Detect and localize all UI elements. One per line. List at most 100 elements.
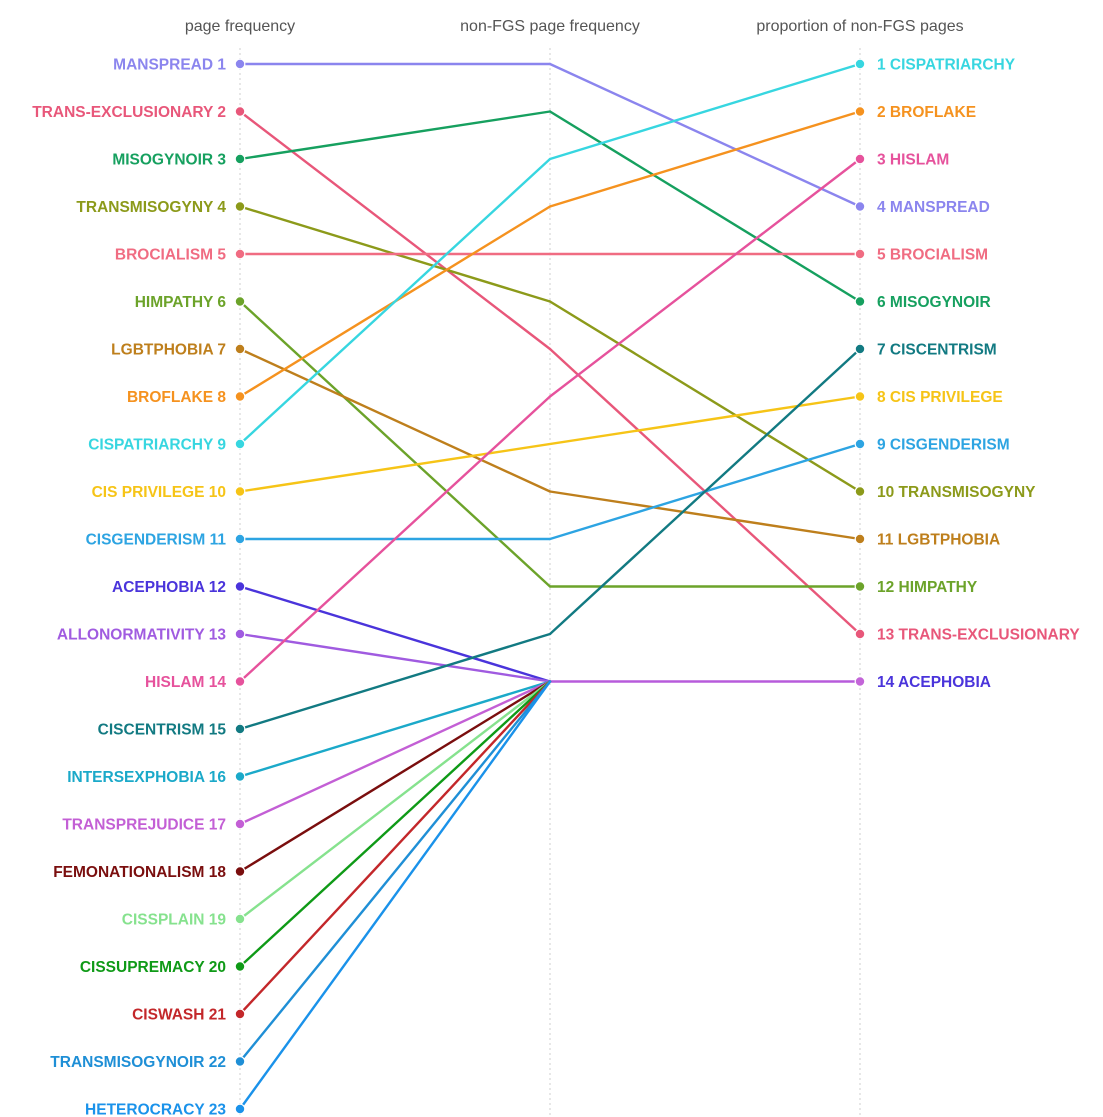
right-dot-brocialism	[854, 248, 866, 260]
series-line-manspread-segment-2	[548, 62, 862, 208]
left-dot-acephobia	[234, 581, 246, 592]
left-dot-trans-exclusionary	[234, 106, 246, 117]
rank-dots	[234, 58, 866, 1115]
left-label-brocialism: BROCIALISM 5	[115, 247, 226, 264]
right-label-trans-exclusionary: 13 TRANS-EXCLUSIONARY	[877, 627, 1080, 644]
left-label-manspread: MANSPREAD 1	[113, 57, 226, 74]
left-label-trans-exclusionary: TRANS-EXCLUSIONARY 2	[32, 104, 226, 121]
right-label-lgbtphobia: 11 LGBTPHOBIA	[877, 532, 1000, 549]
left-label-cis-privilege: CIS PRIVILEGE 10	[92, 484, 226, 501]
right-dot-ciscentrism	[854, 343, 866, 355]
column-header-3: proportion of non-FGS pages	[756, 18, 963, 35]
left-dot-cis-privilege	[234, 486, 246, 497]
series-line-heterocracy-segment-1	[238, 680, 552, 1111]
series-line-cissplain-segment-1	[238, 680, 552, 921]
left-dot-cissupremacy	[234, 961, 246, 972]
left-label-acephobia: ACEPHOBIA 12	[112, 579, 226, 596]
series-line-transprejudice-segment-1	[238, 680, 552, 826]
right-label-hislam: 3 HISLAM	[877, 152, 949, 169]
series-line-allonormativity-segment-1	[238, 632, 552, 683]
right-label-ciscentrism: 7 CISCENTRISM	[877, 342, 997, 359]
right-dot-cis-privilege	[854, 391, 866, 402]
right-dot-acephobia	[854, 676, 866, 687]
left-label-ciswash: CISWASH 21	[132, 1007, 226, 1024]
series-line-cissupremacy-segment-1	[238, 680, 552, 968]
left-dot-intersexphobia	[234, 771, 246, 782]
series-line-hislam-segment-2	[548, 157, 862, 398]
right-dot-hislam	[854, 153, 866, 165]
column-gridlines	[239, 48, 861, 1117]
left-label-hislam: HISLAM 14	[145, 674, 226, 691]
series-line-cispatriarchy-segment-1	[238, 157, 552, 446]
series-line-trans-exclusionary-segment-1	[238, 110, 552, 351]
series-line-cis-privilege	[238, 395, 862, 493]
left-dot-hislam	[234, 676, 246, 687]
series-line-transmisogynoir-segment-1	[238, 680, 552, 1063]
left-label-broflake: BROFLAKE 8	[127, 389, 226, 406]
left-dot-broflake	[234, 391, 246, 402]
left-label-transprejudice: TRANSPREJUDICE 17	[62, 817, 226, 834]
series-line-ciswash-segment-1	[238, 680, 552, 1016]
column-headers: page frequency non-FGS page frequency prop…	[185, 18, 964, 35]
right-dot-trans-exclusionary	[854, 628, 866, 640]
rank-labels: MANSPREAD 1 TRANS-EXCLUSIONARY 2 MISOGYNOI…	[32, 57, 1080, 1117]
left-label-cisgenderism: CISGENDERISM 11	[86, 532, 227, 549]
right-dot-transmisogyny	[854, 486, 866, 497]
left-label-femonationalism: FEMONATIONALISM 18	[53, 864, 226, 881]
left-label-ciscentrism: CISCENTRISM 15	[98, 722, 227, 739]
left-dot-cispatriarchy	[234, 438, 246, 450]
right-label-broflake: 2 BROFLAKE	[877, 104, 976, 121]
left-dot-ciswash	[234, 1008, 246, 1020]
series-line-broflake-segment-2	[548, 110, 862, 208]
left-label-cispatriarchy: CISPATRIARCHY 9	[88, 437, 226, 454]
left-label-himpathy: HIMPATHY 6	[135, 294, 227, 311]
left-dot-brocialism	[234, 248, 246, 260]
rank-lines	[238, 62, 862, 1111]
left-label-lgbtphobia: LGBTPHOBIA 7	[111, 342, 226, 359]
left-dot-manspread	[234, 58, 246, 70]
left-label-cissupremacy: CISSUPREMACY 20	[80, 959, 226, 976]
right-label-himpathy: 12 HIMPATHY	[877, 579, 978, 596]
series-line-lgbtphobia-segment-2	[548, 490, 862, 541]
series-line-lgbtphobia-segment-1	[238, 347, 552, 493]
right-label-acephobia: 14 ACEPHOBIA	[877, 674, 991, 691]
left-dot-heterocracy	[234, 1103, 246, 1115]
series-line-ciscentrism-segment-1	[238, 632, 552, 731]
left-dot-misogynoir	[234, 153, 246, 165]
left-label-misogynoir: MISOGYNOIR 3	[112, 152, 226, 169]
left-dot-lgbtphobia	[234, 343, 246, 355]
left-label-intersexphobia: INTERSEXPHOBIA 16	[67, 769, 226, 786]
right-dot-misogynoir	[854, 296, 866, 307]
series-line-transmisogyny-segment-2	[548, 300, 862, 493]
right-dot-broflake	[854, 106, 866, 117]
right-dot-lgbtphobia	[854, 533, 866, 545]
right-label-brocialism: 5 BROCIALISM	[877, 247, 988, 264]
right-label-misogynoir: 6 MISOGYNOIR	[877, 294, 991, 311]
left-dot-transprejudice	[234, 818, 246, 830]
left-dot-allonormativity	[234, 628, 246, 640]
left-label-transmisogynoir: TRANSMISOGYNOIR 22	[50, 1054, 226, 1071]
right-dot-manspread	[854, 201, 866, 212]
right-label-manspread: 4 MANSPREAD	[877, 199, 990, 216]
left-label-heterocracy: HETEROCRACY 23	[85, 1102, 226, 1117]
series-line-misogynoir-segment-1	[238, 110, 552, 161]
right-label-cisgenderism: 9 CISGENDERISM	[877, 437, 1010, 454]
series-line-acephobia-segment-1	[238, 585, 552, 683]
series-line-himpathy-segment-1	[238, 300, 552, 588]
right-dot-himpathy	[854, 581, 866, 592]
left-dot-transmisogynoir	[234, 1056, 246, 1067]
left-label-transmisogyny: TRANSMISOGYNY 4	[76, 199, 226, 216]
left-dot-himpathy	[234, 296, 246, 307]
column-header-2: non-FGS page frequency	[460, 18, 640, 35]
left-label-cissplain: CISSPLAIN 19	[122, 912, 227, 929]
series-line-cispatriarchy-segment-2	[548, 62, 862, 161]
left-label-allonormativity: ALLONORMATIVITY 13	[57, 627, 226, 644]
left-dot-ciscentrism	[234, 723, 246, 735]
right-label-cis-privilege: 8 CIS PRIVILEGE	[877, 389, 1003, 406]
series-line-misogynoir-segment-2	[548, 110, 862, 303]
right-dot-cispatriarchy	[854, 58, 866, 70]
left-dot-femonationalism	[234, 866, 246, 877]
series-line-femonationalism-segment-1	[238, 680, 552, 873]
series-line-hislam-segment-1	[238, 395, 552, 683]
